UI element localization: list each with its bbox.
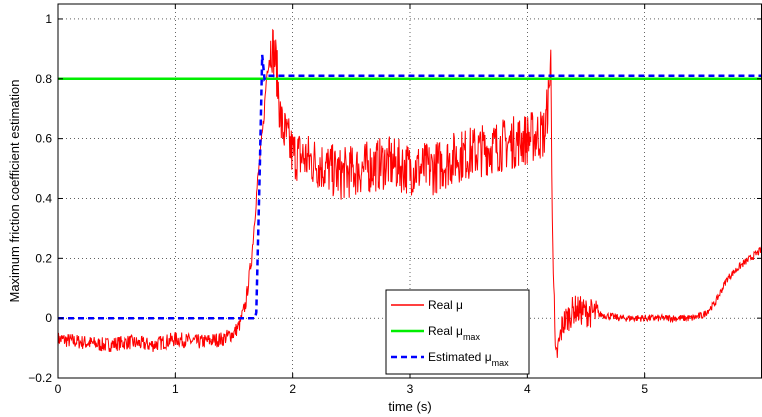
y-tick-label: 1 [45, 12, 52, 26]
series-line-2 [58, 54, 762, 320]
legend-label-2: Estimated μmax [428, 350, 509, 368]
y-tick-label: 0.8 [35, 72, 52, 86]
series-line-0 [58, 28, 762, 358]
x-axis-title: time (s) [388, 399, 431, 414]
y-tick-label: 0.2 [35, 251, 52, 265]
x-tick-label: 1 [172, 382, 179, 396]
x-tick-label: 5 [641, 382, 648, 396]
legend-subscript: max [492, 358, 510, 368]
x-tick-label: 3 [407, 382, 414, 396]
legend-label-0: Real μ [428, 298, 463, 312]
axis-ticks: 0 1 2 3 4 5−0.200.20.40.60.81 [28, 4, 762, 396]
plot-series [58, 28, 762, 358]
x-tick-label: 0 [55, 382, 62, 396]
x-tick-label: 4 [524, 382, 531, 396]
y-tick-label: 0.4 [35, 191, 52, 205]
y-tick-label: 0.6 [35, 132, 52, 146]
x-tick-label: 2 [289, 382, 296, 396]
y-axis-title: Maximum friction coefficient estimation [7, 79, 22, 302]
y-tick-label: 0 [45, 311, 52, 325]
legend-subscript: max [463, 332, 481, 342]
y-tick-label: −0.2 [28, 371, 52, 385]
